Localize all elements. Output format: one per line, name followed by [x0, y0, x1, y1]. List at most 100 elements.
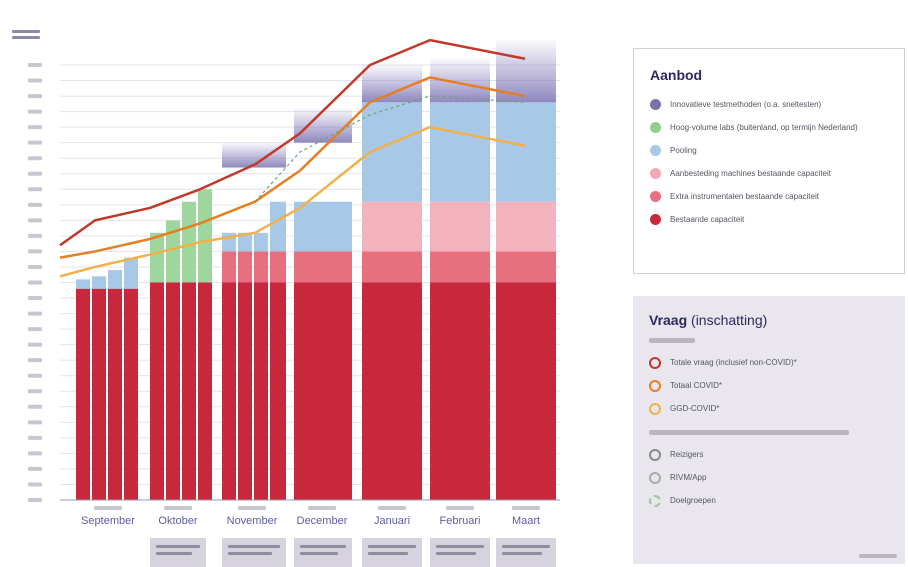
- y-tick-mark: [28, 140, 42, 145]
- supply-bar-segment: [150, 282, 164, 500]
- aanbod-legend-item: Innovatieve testmethoden (o.a. snelteste…: [650, 93, 890, 116]
- y-tick-mark: [28, 466, 42, 471]
- teller-legend-swatch: [649, 471, 661, 484]
- aanbod-legend-item: Extra instrumentalen bestaande capacitei…: [650, 185, 890, 208]
- vraag-legend-item: GGD-COVID*: [649, 397, 891, 420]
- supply-bar-segment: [238, 232, 252, 252]
- innovation-cap-segment: [430, 58, 490, 103]
- supply-bar-segment: [430, 282, 490, 500]
- aanbod-legend-title: Aanbod: [650, 67, 703, 83]
- y-tick-mark: [28, 78, 42, 83]
- y-tick-mark: [28, 218, 42, 223]
- footnote-mark: [859, 554, 897, 558]
- vraag-legend-label: Totaal COVID*: [670, 381, 723, 390]
- y-tick-mark: [28, 156, 42, 161]
- y-tick-mark: [28, 202, 42, 207]
- supply-bar-segment: [496, 102, 556, 202]
- supply-bar-segment: [254, 282, 268, 500]
- aanbod-legend-swatch: [650, 122, 661, 133]
- supply-bar-segment: [182, 282, 196, 500]
- x-week-ticks-mark: [512, 506, 540, 510]
- x-month-label: Januari: [374, 515, 410, 527]
- y-axis-unit-label: [12, 30, 40, 40]
- supply-bar-segment: [198, 189, 212, 283]
- teller-legend-item: RIVM/App: [649, 466, 891, 489]
- y-tick-mark: [28, 187, 42, 192]
- supply-bar-segment: [108, 270, 122, 289]
- x-week-ticks-mark: [308, 506, 336, 510]
- y-tick-mark: [28, 311, 42, 316]
- vraag-legend-swatch: [649, 379, 661, 392]
- y-tick-mark: [28, 171, 42, 176]
- aanbod-legend-item: Pooling: [650, 139, 890, 162]
- x-footnote-tile-text-mark: [228, 552, 272, 555]
- vraag-legend-heading-mark: [649, 338, 695, 343]
- vraag-legend-item: Totale vraag (inclusief non-COVID)*: [649, 351, 891, 374]
- supply-bar-segment: [430, 102, 490, 202]
- aanbod-legend-label: Extra instrumentalen bestaande capacitei…: [670, 192, 819, 201]
- aanbod-legend: Aanbod Innovatieve testmethoden (o.a. sn…: [633, 48, 905, 274]
- x-month-label: November: [227, 515, 278, 527]
- supply-bar-segment: [92, 276, 106, 289]
- y-tick-mark: [28, 296, 42, 301]
- supply-bar-segment: [254, 232, 268, 252]
- supply-bar-segment: [166, 220, 180, 283]
- supply-bar-segment: [238, 282, 252, 500]
- capacity-chart: September Oktober November December Januari F…: [12, 30, 560, 567]
- vraag-legend: Vraag (inschatting) Totale vraag (inclus…: [633, 296, 905, 564]
- chart-svg: September Oktober November December Januari F…: [28, 38, 560, 567]
- aanbod-legend-label: Aanbesteding machines bestaande capacite…: [670, 169, 831, 178]
- vraag-legend-title: Vraag (inschatting): [649, 312, 891, 328]
- supply-bar-segment: [430, 201, 490, 252]
- y-tick-mark: [28, 420, 42, 425]
- aanbod-legend-swatch: [650, 145, 661, 156]
- supply-bar-segment: [362, 282, 422, 500]
- demand-line: [59, 38, 526, 247]
- aanbod-legend-swatch: [650, 214, 661, 225]
- y-tick-mark: [28, 327, 42, 332]
- innovation-cap-segment: [222, 142, 286, 168]
- aanbod-legend-item: Hoog-volume labs (buitenland, op termijn…: [650, 116, 890, 139]
- x-week-ticks-mark: [94, 506, 122, 510]
- y-tick-mark: [28, 404, 42, 409]
- vraag-legend-swatch: [649, 356, 661, 369]
- supply-bar-segment: [254, 251, 268, 283]
- aanbod-legend-list: Innovatieve testmethoden (o.a. snelteste…: [650, 93, 890, 231]
- aanbod-legend-item: Bestaande capaciteit: [650, 208, 890, 231]
- x-footnote-tile-text-mark: [436, 552, 476, 555]
- x-footnote-tile-text-mark: [436, 545, 484, 548]
- supply-bar-segment: [124, 288, 138, 500]
- supply-bar-segment: [150, 232, 164, 283]
- x-week-ticks-mark: [446, 506, 474, 510]
- aanbod-legend-swatch: [650, 99, 661, 110]
- supply-bar-segment: [294, 282, 352, 500]
- y-tick-mark: [28, 451, 42, 456]
- x-footnote-tile-text-mark: [368, 545, 416, 548]
- supply-bar-segment: [294, 201, 352, 252]
- x-footnote-tile-text-mark: [368, 552, 408, 555]
- supply-bar-segment: [430, 251, 490, 283]
- teller-legend-swatch: [649, 448, 661, 461]
- x-week-ticks-mark: [378, 506, 406, 510]
- aanbod-legend-label: Pooling: [670, 146, 697, 155]
- y-tick-mark: [28, 109, 42, 114]
- y-tick-mark: [28, 94, 42, 99]
- vraag-legend-title-main: Vraag: [649, 312, 688, 328]
- teller-legend-item: Doelgroepen: [649, 489, 891, 512]
- vraag-legend-label: GGD-COVID*: [670, 404, 720, 413]
- innovation-cap-segment: [294, 108, 352, 143]
- y-tick-mark: [28, 358, 42, 363]
- supply-bar-segment: [76, 279, 90, 289]
- supply-bar-segment: [294, 251, 352, 283]
- supply-bar-segment: [496, 201, 556, 252]
- x-footnote-tile-text-mark: [502, 552, 542, 555]
- x-footnote-tile-text-mark: [156, 552, 192, 555]
- teller-legend-label: Reizigers: [670, 450, 704, 459]
- supply-bar-segment: [166, 282, 180, 500]
- aanbod-legend-label: Hoog-volume labs (buitenland, op termijn…: [670, 123, 858, 132]
- y-tick-mark: [28, 389, 42, 394]
- vraag-legend-swatch: [649, 402, 661, 415]
- y-tick-mark: [28, 342, 42, 347]
- y-tick-mark: [28, 435, 42, 440]
- x-footnote-tile-text-mark: [156, 545, 200, 548]
